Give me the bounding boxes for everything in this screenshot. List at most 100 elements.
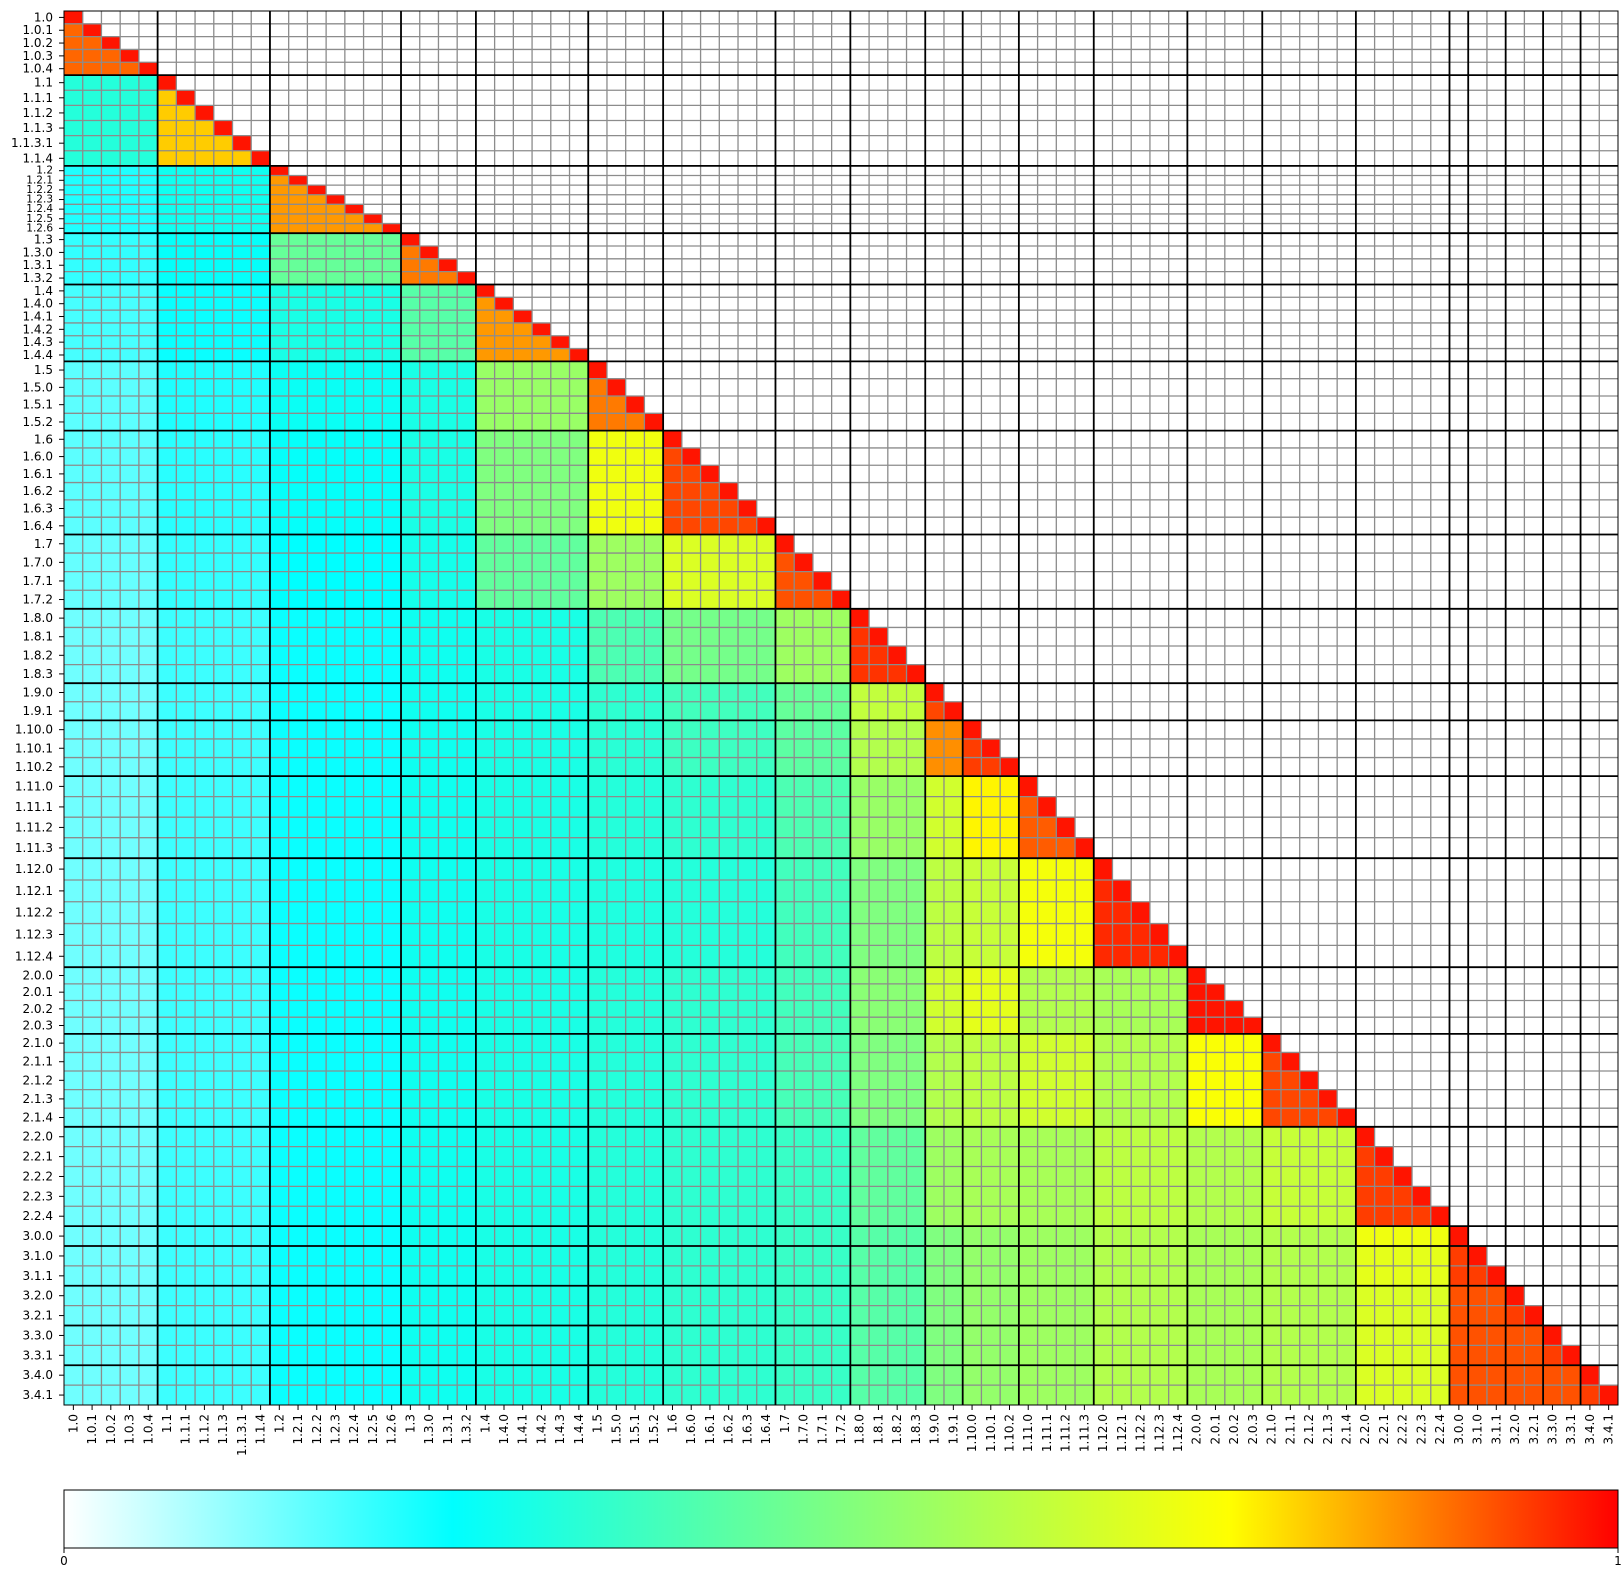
heatmap-cell [1468, 1265, 1487, 1286]
heatmap-cell [981, 1345, 1001, 1366]
heatmap-cell [288, 627, 308, 647]
heatmap-cell [906, 683, 926, 702]
heatmap-cell [550, 1017, 570, 1034]
heatmap-cell [251, 378, 270, 397]
heatmap-cell [981, 1146, 1001, 1167]
y-tick-label: 2.2.4 [22, 1209, 53, 1223]
heatmap-cell [232, 447, 252, 466]
heatmap-cell [588, 482, 607, 500]
heatmap-cell [176, 817, 196, 838]
heatmap-cell [850, 1265, 870, 1286]
heatmap-cell [1262, 1325, 1281, 1346]
heatmap-cell [307, 447, 327, 466]
heatmap-cell [775, 1186, 795, 1207]
heatmap-cell [513, 447, 533, 466]
heatmap-cell [719, 923, 739, 946]
heatmap-cell [326, 983, 345, 1001]
heatmap-cell [663, 776, 682, 797]
heatmap-cell [663, 720, 682, 739]
heatmap-cell [101, 1000, 121, 1018]
heatmap-cell [157, 297, 177, 311]
heatmap-cell [943, 967, 963, 984]
heatmap-cell [700, 482, 720, 500]
heatmap-cell [475, 858, 495, 880]
heatmap-cell [1374, 1146, 1394, 1167]
heatmap-cell [438, 1146, 458, 1167]
heatmap-cell [138, 150, 158, 166]
heatmap-cell [850, 646, 870, 665]
heatmap-cell [120, 1226, 139, 1247]
heatmap-cell [513, 322, 533, 336]
heatmap-cell [719, 482, 739, 500]
heatmap-cell [64, 322, 83, 336]
heatmap-cell [719, 720, 739, 739]
heatmap-cell [1037, 1146, 1057, 1167]
heatmap-cell [401, 271, 420, 285]
heatmap-cell [606, 553, 626, 572]
heatmap-cell [176, 396, 196, 414]
heatmap-cell [738, 923, 757, 946]
heatmap-cell [344, 1365, 364, 1386]
y-tick-label: 1.6.0 [22, 450, 53, 464]
heatmap-cell [943, 1017, 963, 1034]
heatmap-cell [719, 1166, 739, 1187]
heatmap-cell [120, 1305, 139, 1326]
heatmap-cell [532, 627, 551, 647]
heatmap-cell [438, 284, 458, 298]
heatmap-cell [176, 837, 196, 859]
heatmap-cell [419, 499, 439, 518]
heatmap-cell [812, 1385, 832, 1405]
heatmap-cell [344, 553, 364, 572]
heatmap-cell [344, 879, 364, 902]
heatmap-cell [1206, 1246, 1225, 1266]
heatmap-cell [344, 738, 364, 758]
heatmap-cell [719, 1365, 739, 1386]
heatmap-cell [120, 720, 139, 739]
heatmap-cell [213, 258, 233, 272]
heatmap-cell [64, 258, 83, 272]
heatmap-cell [532, 701, 551, 721]
heatmap-cell [981, 858, 1001, 880]
heatmap-cell [794, 571, 813, 591]
y-tick-label: 1.2.2 [26, 184, 53, 196]
heatmap-cell [663, 1108, 682, 1127]
heatmap-cell [906, 901, 926, 924]
x-tick-label: 1.1.3.1 [235, 1414, 249, 1456]
heatmap-cell [438, 482, 458, 500]
heatmap-cell [475, 1285, 495, 1306]
heatmap-cell [756, 967, 776, 984]
heatmap-cell [213, 213, 233, 224]
x-tick-label: 1.1.1 [179, 1414, 193, 1445]
heatmap-cell [251, 701, 270, 721]
heatmap-cell [344, 1385, 364, 1405]
heatmap-cell [887, 1305, 907, 1326]
heatmap-cell [307, 1071, 327, 1090]
heatmap-cell [625, 858, 645, 880]
heatmap-cell [962, 776, 982, 797]
heatmap-cell [307, 1325, 327, 1346]
heatmap-cell [906, 1017, 926, 1034]
heatmap-cell [981, 1000, 1001, 1018]
heatmap-cell [1187, 1226, 1207, 1247]
heatmap-cell [1337, 1226, 1356, 1247]
heatmap-cell [550, 967, 570, 984]
heatmap-cell [64, 361, 83, 379]
heatmap-cell [812, 1246, 832, 1266]
heatmap-cell [513, 967, 533, 984]
heatmap-cell [906, 720, 926, 739]
heatmap-cell [120, 378, 139, 397]
heatmap-cell [738, 796, 757, 818]
heatmap-cell [850, 701, 870, 721]
heatmap-cell [1037, 1265, 1057, 1286]
heatmap-cell [138, 258, 158, 272]
heatmap-cell [269, 1166, 289, 1187]
heatmap-cell [1262, 1265, 1281, 1286]
heatmap-cell [906, 757, 926, 777]
heatmap-cell [157, 175, 177, 186]
heatmap-cell [1243, 1325, 1263, 1346]
heatmap-cell [101, 75, 121, 91]
heatmap-cell [925, 1108, 944, 1127]
heatmap-cell [457, 646, 476, 665]
heatmap-cell [457, 720, 476, 739]
x-tick-label: 2.1.0 [1265, 1414, 1279, 1445]
